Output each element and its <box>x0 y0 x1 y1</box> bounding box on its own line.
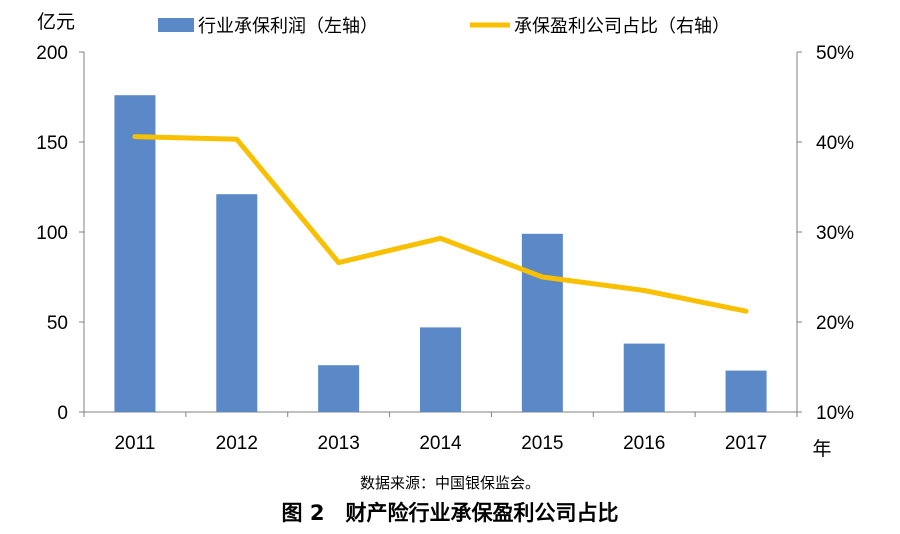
legend: 行业承保利润（左轴） 承保盈利公司占比（右轴） <box>158 16 730 37</box>
y-left-tick-label: 0 <box>57 403 68 424</box>
x-ticks: 2011 2012 2013 2014 2015 2016 2017 <box>83 412 798 454</box>
source-note: 数据来源：中国银保监会。 <box>360 474 540 492</box>
line-point <box>134 136 136 138</box>
line-point <box>541 276 543 278</box>
line-point <box>338 262 340 264</box>
figure-caption: 图 2 财产险行业承保盈利公司占比 <box>282 501 619 525</box>
y-left-tick-label: 50 <box>47 313 68 334</box>
line-series <box>132 134 749 314</box>
bar <box>318 365 360 412</box>
x-tick-label: 2011 <box>114 433 155 454</box>
y-right-tick-label: 10% <box>816 403 854 424</box>
y-left-tick-label: 200 <box>36 43 68 64</box>
y-right-ticks: 10% 20% 30% 40% 50% <box>797 43 854 424</box>
y-right-tick-label: 50% <box>816 43 854 64</box>
line-point <box>440 237 441 239</box>
y-right-tick-label: 30% <box>816 223 854 244</box>
bar <box>521 233 563 412</box>
x-tick-label: 2017 <box>725 433 767 454</box>
legend-label-bar: 行业承保利润（左轴） <box>198 16 378 37</box>
x-tick-label: 2014 <box>419 433 462 454</box>
x-tick-label: 2013 <box>318 433 360 454</box>
bar <box>114 95 156 412</box>
legend-swatch-bar <box>158 18 194 32</box>
y-left-ticks: 0 50 100 150 200 <box>36 43 84 424</box>
bar <box>420 327 461 412</box>
y-left-tick-label: 100 <box>36 223 68 244</box>
y-right-tick-label: 20% <box>816 313 854 334</box>
line-point <box>236 138 238 140</box>
line-point <box>643 290 645 291</box>
y-left-axis-label: 亿元 <box>37 11 75 33</box>
x-axis-unit: 年 <box>812 438 831 460</box>
bar <box>725 370 767 412</box>
bar-series <box>114 95 767 412</box>
x-tick-label: 2016 <box>623 433 665 454</box>
legend-label-line: 承保盈利公司占比（右轴） <box>514 16 730 37</box>
y-right-tick-label: 40% <box>816 133 854 154</box>
bar <box>216 194 258 412</box>
x-tick-label: 2015 <box>521 433 563 454</box>
x-tick-label: 2012 <box>216 433 258 454</box>
line-point <box>745 310 747 312</box>
bar <box>623 343 665 412</box>
y-left-tick-label: 150 <box>36 133 68 154</box>
